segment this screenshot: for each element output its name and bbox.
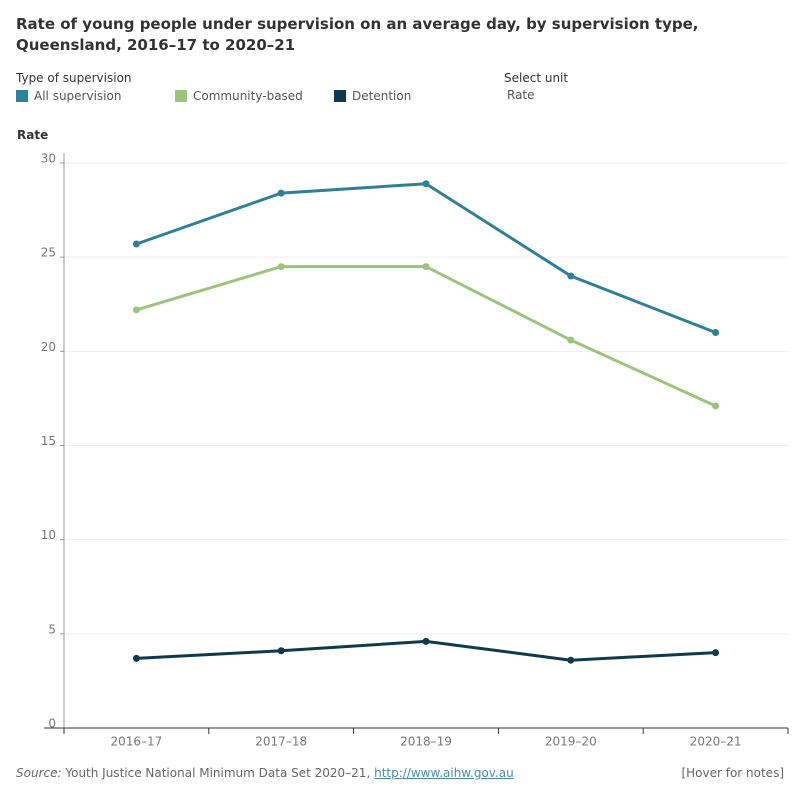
data-point: [277, 189, 285, 197]
series-line: [135, 182, 717, 334]
data-point: [422, 263, 430, 271]
data-point: [422, 637, 430, 645]
source-text: Youth Justice National Minimum Data Set …: [65, 766, 371, 780]
y-tick-label: 30: [41, 152, 56, 166]
y-tick-label: 0: [48, 717, 56, 731]
y-tick-label: 5: [48, 622, 56, 636]
legend-label: All supervision: [34, 89, 122, 103]
x-tick-label: 2016–17: [110, 735, 162, 749]
x-tick-label: 2020–21: [690, 735, 742, 749]
x-tick-label: 2017–18: [255, 735, 307, 749]
y-tick-label: 20: [41, 340, 56, 354]
data-point: [132, 654, 140, 662]
data-point: [712, 402, 720, 410]
legend-entry[interactable]: Detention: [334, 89, 411, 103]
legend: All supervision Community-based Detention: [16, 89, 456, 105]
y-tick-label: 25: [41, 246, 56, 260]
data-point: [422, 180, 430, 188]
data-point: [277, 263, 285, 271]
chart: 0 5 10 15 20 25 30 2016–17 2017–18 2018–19 2019–20…: [41, 152, 789, 749]
x-tick-label: 2019–20: [545, 735, 597, 749]
legend-swatch: [16, 90, 28, 102]
unit-label: Select unit: [504, 71, 569, 85]
notes-link[interactable]: [Hover for notes]: [681, 766, 784, 780]
x-tick-label: 2018–19: [400, 735, 452, 749]
legend-swatch: [175, 90, 187, 102]
data-point: [132, 306, 140, 314]
y-axis-label: Rate: [17, 128, 49, 142]
chart-title: Rate of young people under supervision o…: [16, 15, 699, 54]
legend-entry[interactable]: Community-based: [175, 89, 303, 103]
data-point: [277, 647, 285, 655]
legend-title: Type of supervision: [16, 71, 132, 85]
data-point: [567, 336, 575, 344]
data-point: [712, 649, 720, 657]
y-tick-label: 10: [41, 528, 56, 542]
source-link[interactable]: http://www.aihw.gov.au: [374, 766, 514, 780]
legend-entry[interactable]: All supervision: [16, 89, 121, 103]
data-point: [567, 272, 575, 280]
legend-swatch: [334, 90, 346, 102]
series-line: [135, 265, 717, 408]
source: Source: Youth Justice National Minimum D…: [16, 766, 514, 780]
data-point: [567, 656, 575, 664]
unit-selector[interactable]: Rate: [507, 88, 535, 102]
source-label: Source:: [16, 766, 62, 780]
data-point: [132, 240, 140, 248]
y-tick-label: 15: [41, 434, 56, 448]
legend-label: Community-based: [193, 89, 303, 103]
legend-label: Detention: [352, 89, 412, 103]
data-point: [712, 329, 720, 336]
